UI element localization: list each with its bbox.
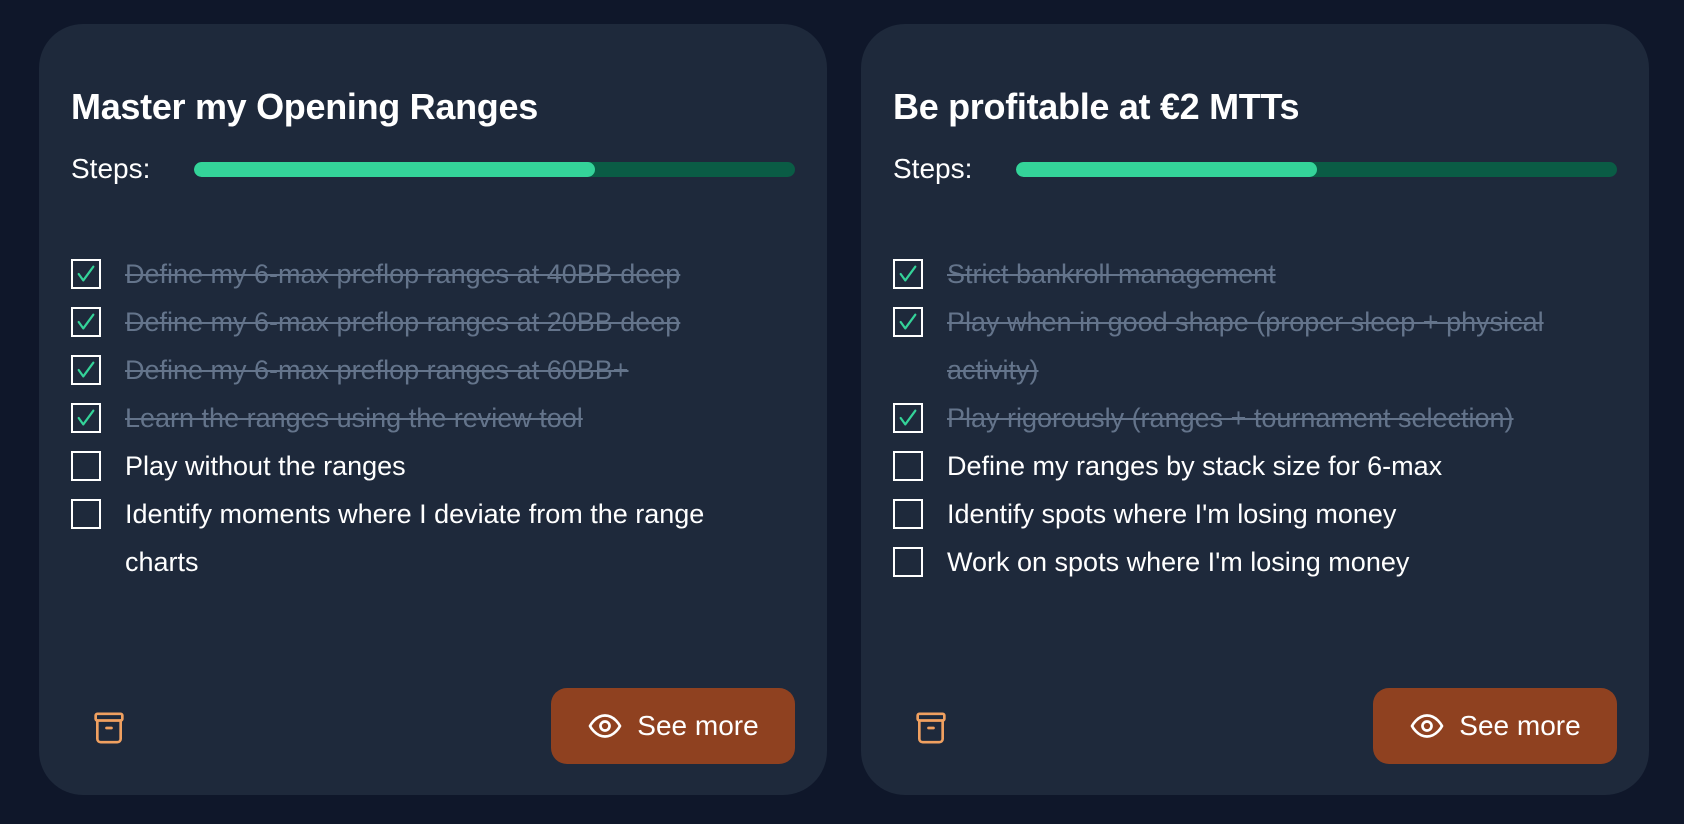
eye-icon [1410, 714, 1444, 738]
progress-fill [1016, 161, 1317, 177]
goal-title: Master my Opening Ranges [71, 86, 538, 127]
step-checkbox[interactable] [71, 259, 101, 289]
steps-label: Steps: [71, 153, 151, 184]
check-icon [899, 409, 917, 426]
steps-progress: Steps: [893, 153, 1617, 185]
step-item: Play without the ranges [71, 442, 761, 490]
steps-label: Steps: [893, 153, 973, 184]
see-more-label: See more [1459, 710, 1581, 741]
step-item: Strict bankroll management [893, 250, 1583, 298]
steps-list: Strict bankroll management Play when in g… [893, 250, 1583, 586]
step-item: Define my 6-max preflop ranges at 20BB d… [71, 298, 761, 346]
steps-list: Define my 6-max preflop ranges at 40BB d… [71, 250, 761, 586]
step-checkbox[interactable] [71, 499, 101, 529]
step-item: Identify spots where I'm losing money [893, 490, 1583, 538]
step-checkbox[interactable] [893, 403, 923, 433]
check-icon [899, 265, 917, 282]
step-label: Define my 6-max preflop ranges at 20BB d… [125, 307, 681, 337]
check-icon [77, 313, 95, 330]
step-label: Define my 6-max preflop ranges at 60BB+ [125, 355, 629, 385]
see-more-button[interactable]: See more [551, 688, 795, 764]
see-more-button[interactable]: See more [1373, 688, 1617, 764]
step-checkbox[interactable] [71, 403, 101, 433]
step-checkbox[interactable] [893, 547, 923, 577]
step-label: Play without the ranges [125, 451, 406, 481]
check-icon [899, 313, 917, 330]
step-label: Learn the ranges using the review tool [125, 403, 583, 433]
see-more-label: See more [637, 710, 759, 741]
step-checkbox[interactable] [71, 355, 101, 385]
step-item: Play when in good shape (proper sleep + … [893, 298, 1583, 394]
progress-bar [194, 161, 795, 177]
step-label: Identify spots where I'm losing money [947, 499, 1397, 529]
eye-icon [588, 714, 622, 738]
step-item: Learn the ranges using the review tool [71, 394, 761, 442]
steps-progress: Steps: [71, 153, 795, 185]
progress-bar [1016, 161, 1617, 177]
step-label: Identify moments where I deviate from th… [125, 499, 705, 577]
step-item: Define my ranges by stack size for 6-max [893, 442, 1583, 490]
step-checkbox[interactable] [893, 451, 923, 481]
archive-icon[interactable] [911, 708, 951, 748]
goal-title: Be profitable at €2 MTTs [893, 86, 1300, 127]
progress-fill [194, 161, 595, 177]
step-checkbox[interactable] [893, 307, 923, 337]
step-label: Play when in good shape (proper sleep + … [947, 307, 1544, 385]
step-checkbox[interactable] [71, 307, 101, 337]
check-icon [77, 409, 95, 426]
archive-icon[interactable] [89, 708, 129, 748]
goal-card: Be profitable at €2 MTTs Steps: Strict b… [861, 24, 1649, 795]
step-checkbox[interactable] [893, 499, 923, 529]
step-checkbox[interactable] [71, 451, 101, 481]
step-item: Work on spots where I'm losing money [893, 538, 1583, 586]
step-label: Work on spots where I'm losing money [947, 547, 1410, 577]
goal-card: Master my Opening Ranges Steps: Define m… [39, 24, 827, 795]
step-item: Identify moments where I deviate from th… [71, 490, 761, 586]
step-label: Define my ranges by stack size for 6-max [947, 451, 1443, 481]
step-label: Play rigorously (ranges + tournament sel… [947, 403, 1514, 433]
check-icon [77, 361, 95, 378]
step-checkbox[interactable] [893, 259, 923, 289]
step-item: Play rigorously (ranges + tournament sel… [893, 394, 1583, 442]
step-item: Define my 6-max preflop ranges at 40BB d… [71, 250, 761, 298]
check-icon [77, 265, 95, 282]
step-item: Define my 6-max preflop ranges at 60BB+ [71, 346, 761, 394]
step-label: Strict bankroll management [947, 259, 1276, 289]
step-label: Define my 6-max preflop ranges at 40BB d… [125, 259, 681, 289]
